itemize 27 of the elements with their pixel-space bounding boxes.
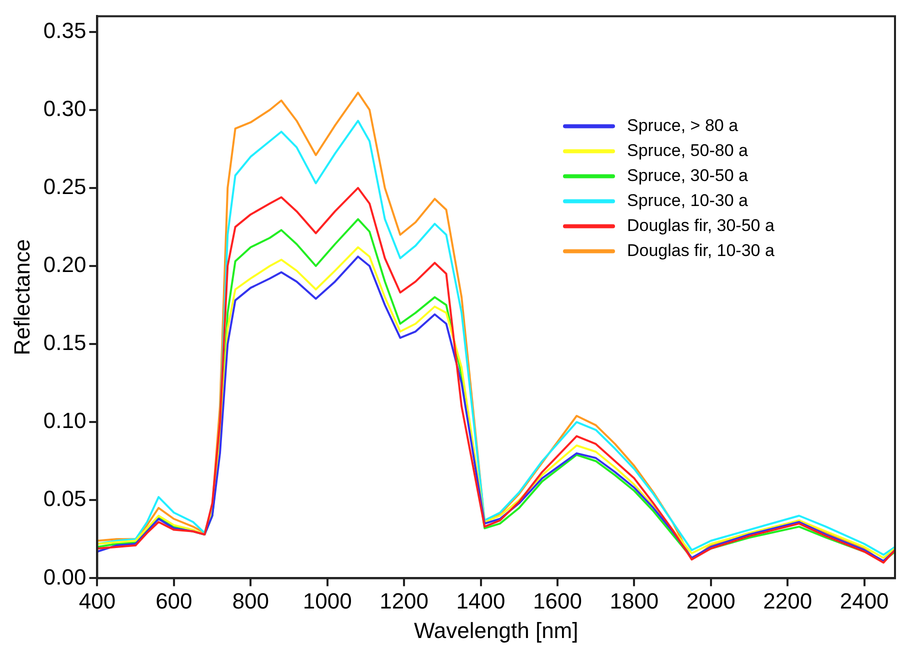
x-tick-label: 2400 (840, 588, 889, 614)
y-tick-label: 0.30 (43, 96, 86, 121)
legend-label: Spruce, 10-30 a (627, 190, 749, 210)
y-tick-label: 0.25 (43, 174, 86, 199)
y-axis-title: Reflectance (9, 239, 34, 356)
x-tick-label: 2000 (686, 588, 736, 614)
x-tick-label: 1600 (533, 588, 582, 614)
y-tick-label: 0.00 (43, 564, 86, 590)
x-axis-title: Wavelength [nm] (414, 618, 578, 643)
y-tick-label: 0.15 (43, 330, 86, 356)
y-tick-label: 0.20 (43, 252, 86, 278)
y-tick-label: 0.05 (43, 486, 86, 512)
y-tick-label: 0.35 (43, 18, 86, 43)
legend-label: Douglas fir, 30-50 a (627, 216, 775, 235)
x-tick-label: 1400 (456, 588, 506, 614)
x-tick-label: 800 (232, 588, 269, 614)
x-tick-label: 2200 (763, 588, 812, 614)
legend-label: Spruce, 50-80 a (627, 140, 749, 160)
legend-label: Spruce, 30-50 a (627, 166, 749, 185)
x-tick-label: 600 (156, 588, 192, 614)
y-tick-label: 0.10 (43, 408, 86, 434)
x-tick-label: 1200 (380, 588, 429, 614)
x-tick-label: 1800 (610, 588, 659, 614)
x-tick-label: 400 (78, 588, 116, 614)
x-tick-label: 1000 (302, 588, 352, 614)
legend-label: Douglas fir, 10-30 a (627, 240, 775, 260)
legend-label: Spruce, > 80 a (627, 116, 739, 135)
